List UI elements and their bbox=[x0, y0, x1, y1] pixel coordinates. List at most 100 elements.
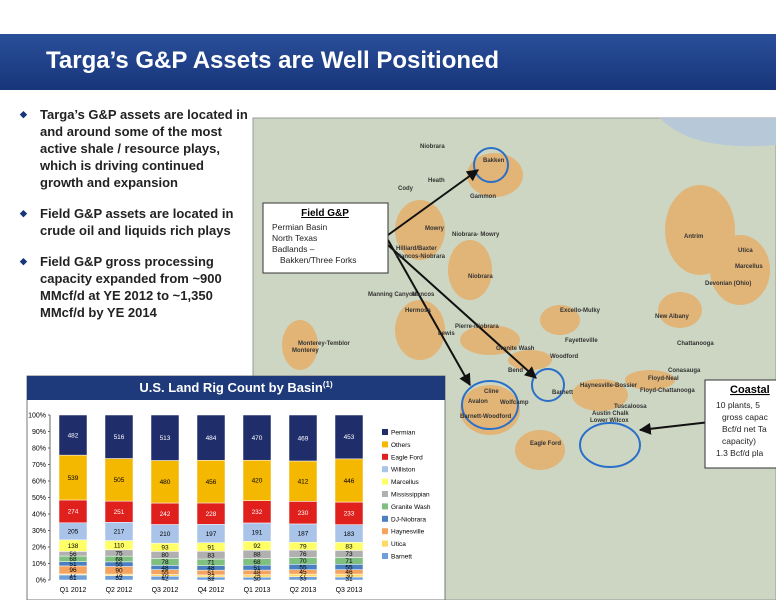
data-label: 42 bbox=[161, 575, 169, 582]
chart-panel: U.S. Land Rig Count by Basin(1) 0% 10% 20% 3… bbox=[26, 375, 446, 600]
map-label: Avalon bbox=[468, 399, 488, 405]
data-label: 31 bbox=[345, 576, 353, 583]
map-label: Gammon bbox=[470, 194, 496, 200]
data-label: 46 bbox=[345, 569, 353, 576]
data-label: 51 bbox=[69, 561, 77, 568]
y-tick-label: 70% bbox=[32, 462, 46, 469]
slide-title: Targa’s G&P Assets are Well Positioned bbox=[46, 47, 500, 74]
coastal-box: Coastal 10 plants, 5 gross capac Bcf/d net … bbox=[704, 379, 776, 469]
legend-swatch bbox=[382, 429, 388, 435]
map-label: Haynesville-Bossier bbox=[580, 383, 638, 389]
y-tick-label: 100% bbox=[28, 413, 46, 420]
legend-label: Barnett bbox=[391, 554, 412, 561]
data-label: 56 bbox=[69, 551, 77, 558]
map-label: Lower Wilcox bbox=[590, 418, 629, 424]
data-label: 93 bbox=[161, 545, 169, 552]
data-label: 232 bbox=[252, 509, 263, 516]
box-item: capacity) bbox=[722, 436, 756, 446]
map-label: Tuscaloosa bbox=[614, 404, 647, 410]
box-title: Field G&P bbox=[301, 208, 349, 219]
chart-title: U.S. Land Rig Count by Basin(1) bbox=[139, 380, 333, 395]
data-label: 32 bbox=[207, 576, 215, 583]
data-label: 55 bbox=[299, 564, 307, 571]
box-item: Bakken/Three Forks bbox=[280, 255, 357, 265]
map-label: Niobrara bbox=[420, 144, 445, 150]
bar-segment bbox=[58, 414, 88, 456]
data-label: 27 bbox=[299, 573, 307, 580]
arrows bbox=[387, 169, 711, 435]
legend-label: Utica bbox=[391, 541, 406, 548]
data-label: 83 bbox=[207, 552, 215, 559]
data-label: 539 bbox=[68, 475, 79, 482]
data-label: 513 bbox=[160, 435, 171, 442]
data-label: 469 bbox=[298, 435, 309, 442]
bullet: Targa’s G&P assets are located in and ar… bbox=[18, 106, 250, 191]
y-tick-label: 50% bbox=[32, 495, 46, 502]
legend-swatch bbox=[382, 553, 388, 559]
data-label: 91 bbox=[207, 544, 215, 551]
map-label: Eagle Ford bbox=[530, 441, 561, 447]
data-label: 68 bbox=[253, 559, 261, 566]
map-label: Utica bbox=[738, 248, 753, 254]
bullet-list: Targa’s G&P assets are located in and ar… bbox=[18, 106, 250, 335]
data-label: 96 bbox=[69, 567, 77, 574]
y-tick-label: 40% bbox=[32, 512, 46, 519]
chart-title-note: (1) bbox=[323, 380, 333, 389]
data-label: 242 bbox=[160, 511, 171, 518]
legend-swatch bbox=[382, 466, 388, 473]
bar-segment bbox=[334, 414, 364, 460]
data-label: 68 bbox=[115, 556, 123, 563]
data-label: 75 bbox=[115, 550, 123, 557]
data-label: 83 bbox=[345, 544, 353, 551]
bar-segment bbox=[334, 458, 364, 503]
data-label: 88 bbox=[253, 552, 261, 559]
asset-circles bbox=[461, 147, 641, 468]
y-tick-label: 0% bbox=[36, 578, 46, 585]
map-label: Antrim bbox=[684, 234, 703, 240]
data-label: 48 bbox=[207, 565, 215, 572]
bar-segment bbox=[196, 460, 226, 504]
legend-label: DJ-Niobrara bbox=[391, 516, 426, 523]
legend-swatch bbox=[382, 503, 388, 510]
map-label: Mowry bbox=[425, 226, 445, 232]
data-label: 51 bbox=[253, 565, 261, 572]
data-label: 210 bbox=[160, 531, 171, 538]
y-tick-label: 60% bbox=[32, 479, 46, 486]
data-label: 505 bbox=[114, 477, 125, 484]
legend-label: Mississippian bbox=[391, 492, 430, 499]
y-tick-label: 20% bbox=[32, 545, 46, 552]
map-label: Manning Canyon bbox=[368, 292, 417, 298]
data-label: 51 bbox=[207, 570, 215, 577]
box-item: 1.3 Bcf/d pla bbox=[716, 448, 764, 458]
data-label: 233 bbox=[344, 511, 355, 518]
bar-segment bbox=[150, 414, 180, 461]
map-label: Cline bbox=[484, 389, 499, 395]
legend-swatch bbox=[382, 540, 388, 547]
data-label: 187 bbox=[298, 530, 309, 537]
data-label: 412 bbox=[298, 478, 309, 485]
data-label: 30 bbox=[253, 576, 261, 583]
data-label: 230 bbox=[298, 510, 309, 517]
legend-label: Eagle Ford bbox=[391, 454, 423, 461]
data-label: 18 bbox=[115, 572, 123, 579]
data-label: 68 bbox=[69, 556, 77, 563]
data-label: 55 bbox=[161, 569, 169, 576]
bar-segment bbox=[58, 454, 88, 501]
x-tick-label: Q3 2013 bbox=[336, 587, 363, 594]
data-label: 420 bbox=[252, 478, 263, 485]
map-label: Floyd-Chattanooga bbox=[640, 388, 695, 394]
legend-label: Williston bbox=[391, 467, 416, 474]
map-label: Woodford bbox=[550, 354, 579, 360]
legend-label: Granite Wash bbox=[391, 504, 431, 511]
data-label: 45 bbox=[299, 569, 307, 576]
data-label: 90 bbox=[115, 568, 123, 575]
bar-segment bbox=[288, 414, 318, 462]
bar-segment bbox=[150, 460, 180, 504]
data-label: 55 bbox=[115, 561, 123, 568]
data-label: 70 bbox=[299, 558, 307, 565]
data-label: 274 bbox=[68, 509, 79, 516]
box-item: 10 plants, 5 bbox=[716, 400, 760, 410]
data-label: 110 bbox=[114, 542, 125, 549]
